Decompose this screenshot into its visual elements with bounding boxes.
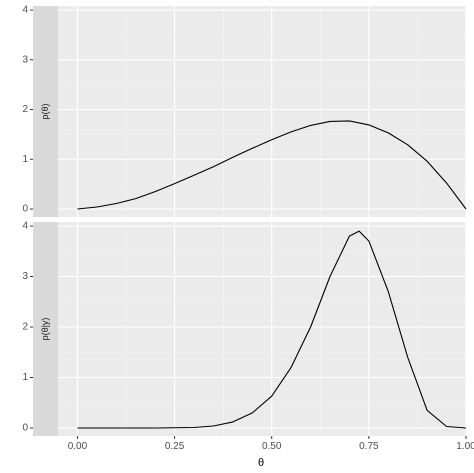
facet-strip-label: p(θ) <box>40 103 50 119</box>
y-tick-label: 3 <box>22 271 28 282</box>
y-tick-label: 2 <box>22 104 28 115</box>
density-line <box>77 120 467 210</box>
y-tick-label: 4 <box>22 221 28 232</box>
x-tick-label: 0.75 <box>359 441 379 452</box>
x-tick-label: 0.50 <box>262 441 282 452</box>
x-axis-title: θ <box>258 457 264 469</box>
facet-strip-label: p(θ|y) <box>40 318 50 341</box>
x-tick-label: 1.00 <box>456 441 474 452</box>
y-tick-label: 0 <box>22 204 28 215</box>
y-tick-label: 0 <box>22 423 28 434</box>
x-tick-label: 0.25 <box>165 441 185 452</box>
prior-panel: p(θ) 0 1 2 3 4 <box>22 5 467 217</box>
facet-strip <box>33 6 58 217</box>
density-line <box>77 230 467 429</box>
panel-background <box>58 6 466 217</box>
y-tick-label: 1 <box>22 372 28 383</box>
y-tick-label: 1 <box>22 154 28 165</box>
x-tick-label: 0.00 <box>68 441 88 452</box>
y-tick-label: 4 <box>22 5 28 16</box>
facet-strip <box>33 222 58 436</box>
y-tick-label: 3 <box>22 54 28 65</box>
posterior-panel: p(θ|y) 0 1 2 3 4 0.00 0.25 0.50 0.75 1.00 <box>22 221 474 452</box>
y-tick-label: 2 <box>22 322 28 333</box>
